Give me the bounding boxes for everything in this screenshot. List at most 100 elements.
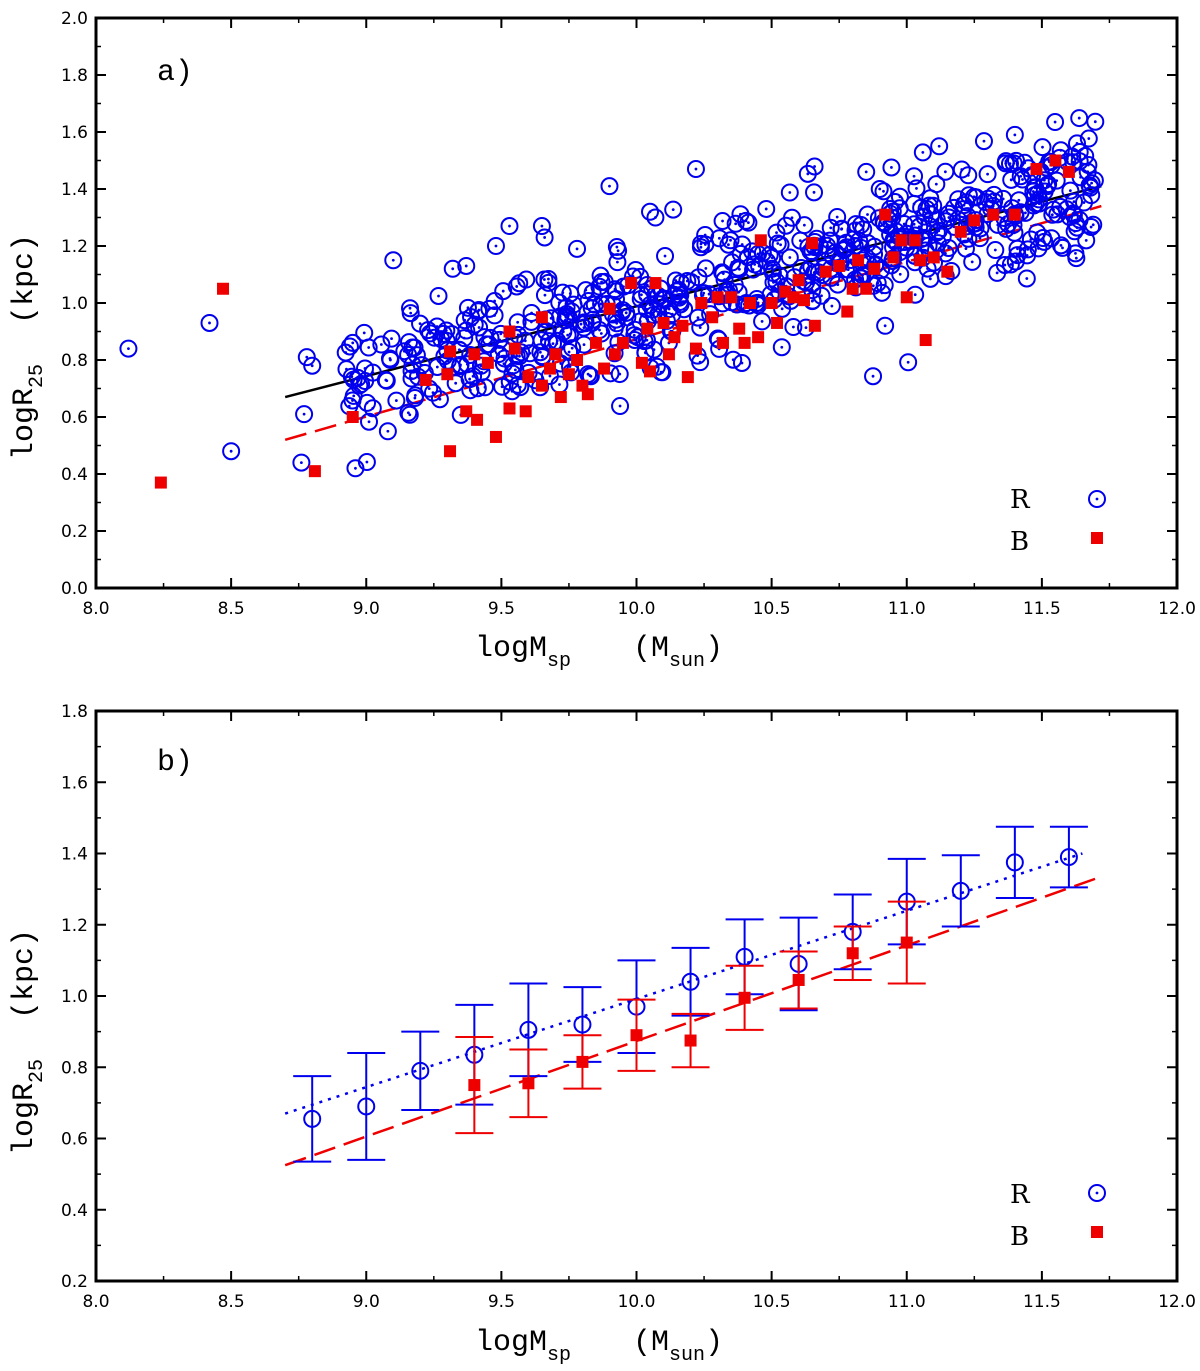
x-tick-label: 8.0 [82,1292,109,1312]
data-point-b [681,371,694,384]
data-point-r [292,453,311,472]
data-point-b [676,319,689,332]
data-point-b [1062,165,1075,178]
data-point-b [468,348,481,361]
y-tick-label: 1.6 [61,773,88,793]
data-point-b [808,319,821,332]
panel-b-label: b) [157,746,193,780]
panel-a-legend-b-label: B [1010,527,1029,557]
panel-b-xlabel: logMsp (Msun) [475,1326,723,1367]
data-point-b [927,251,940,264]
data-point-r [411,314,430,333]
data-point-r [696,235,715,254]
x-tick-label: 9.0 [353,599,380,619]
data-point-b [625,277,638,290]
legend-marker-r [1088,1184,1106,1202]
x-tick-label: 11.0 [888,599,926,619]
data-point-b [346,411,359,423]
x-tick-label: 11.0 [888,1292,926,1312]
data-point-r [753,312,772,331]
data-point-r [767,223,786,242]
y-tick-label: 0.8 [61,1058,88,1078]
data-point-r [1038,177,1057,196]
data-point-r [532,217,551,236]
data-point-r [573,1015,592,1034]
data-point-r [1005,853,1024,872]
data-point-b [549,348,562,361]
data-point-r [395,342,414,361]
data-point-r [986,241,1005,260]
data-point-b [154,476,167,489]
data-point-r [1061,181,1080,200]
data-point-b [519,405,532,418]
data-point-r [776,216,795,235]
data-point-r [837,233,856,252]
data-point-r [921,189,940,208]
data-point-r [959,186,978,205]
data-point-r [837,238,856,257]
panel-b-legend-b-marker [1091,1226,1103,1238]
data-point-r [1070,142,1089,161]
data-point-b [792,973,805,986]
data-point-b [308,465,321,478]
data-point-b [987,208,1000,221]
svg-text:logR25(kpc): logR25(kpc) [8,234,49,460]
data-point-r [119,339,138,358]
data-point-r [1018,240,1037,259]
data-point-r [384,251,403,270]
data-point-r [378,422,397,441]
x-tick-label: 11.5 [1023,599,1061,619]
data-point-r [763,259,782,278]
legend-marker-b [1091,532,1103,544]
data-point-r [952,160,971,179]
data-point-r [930,137,949,156]
data-point-r [458,298,477,317]
data-point-r [822,297,841,316]
data-point-r [939,238,958,257]
x-tick-label: 8.0 [82,599,109,619]
data-point-b [860,282,873,295]
data-point-r [455,329,474,348]
data-point-r [411,1061,430,1080]
data-point-b [508,342,521,355]
y-tick-label: 0.4 [61,1201,88,1221]
data-point-b [489,430,502,443]
data-point-r [956,239,975,258]
data-point-r [607,238,626,257]
data-point-r [377,371,396,390]
data-point-r [535,270,554,289]
data-point-r [585,295,604,314]
data-point-b [603,302,616,315]
data-point-b [503,325,516,338]
data-point-r [429,286,448,305]
data-point-r [401,304,420,323]
panel-b-legend-r-marker [1088,1184,1106,1202]
data-point-r [457,256,476,275]
data-point-r [663,305,682,324]
data-point-r [303,1109,322,1128]
data-point-b [535,311,548,324]
y-tick-label: 0.2 [61,1272,88,1292]
panel-a-legend-r-label: R [1010,485,1031,515]
data-point-r [400,405,419,424]
y-tick-label: 1.2 [61,916,88,936]
data-point-b [535,379,548,392]
data-point-r [876,316,895,335]
data-point-r [469,302,488,321]
data-point-r [343,333,362,352]
data-point-r [691,318,710,337]
y-tick-label: 0.4 [61,465,88,485]
data-point-r [750,257,769,276]
data-point-r [858,205,877,224]
data-point-r [920,216,939,235]
data-point-r [340,337,359,356]
data-point-r [568,239,587,258]
data-point-r [805,183,824,202]
y-tick-label: 1.2 [61,237,88,257]
data-point-b [1008,208,1021,221]
panel-a-b-points [154,154,1075,489]
panel-b-legend-r-label: R [1010,1180,1031,1210]
panel-a-label: a) [157,56,193,90]
y-tick-label: 0.8 [61,351,88,371]
